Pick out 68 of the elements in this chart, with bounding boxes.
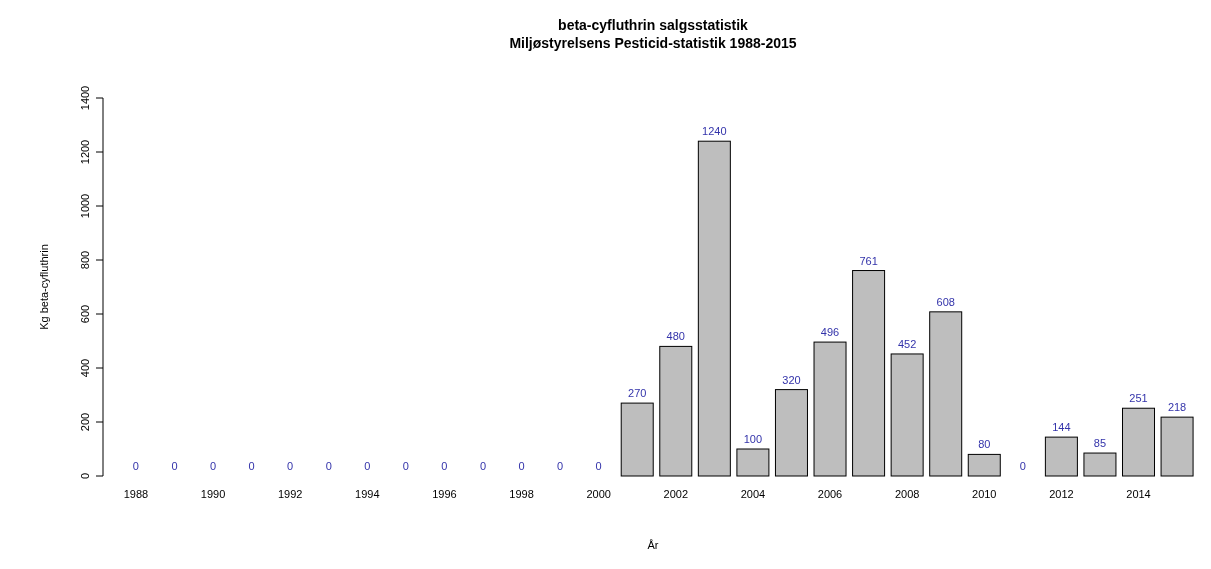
data-label: 496 <box>820 326 840 339</box>
data-label: 0 <box>479 460 487 472</box>
x-tick-label: 2012 <box>1049 488 1074 500</box>
y-tick-label: 1000 <box>79 193 91 219</box>
data-label: 270 <box>628 387 647 400</box>
y-tick-label: 0 <box>79 472 91 480</box>
data-label: 0 <box>557 460 564 472</box>
x-tick-label: 2014 <box>1126 488 1151 500</box>
bar <box>1122 407 1156 477</box>
data-label: 100 <box>743 433 763 445</box>
chart-title: beta-cyfluthrin salgsstatistik <box>558 17 749 33</box>
bar <box>813 341 847 477</box>
bar <box>967 453 1001 477</box>
x-tick-label: 2002 <box>663 488 689 500</box>
data-label: 320 <box>782 373 801 386</box>
bar <box>890 353 924 477</box>
bar <box>774 389 808 477</box>
bar <box>697 140 731 477</box>
x-tick-label: 2000 <box>586 488 611 500</box>
y-tick-label: 600 <box>79 304 91 324</box>
data-label: 452 <box>897 337 917 350</box>
data-label: 0 <box>364 460 371 472</box>
x-tick-label: 2008 <box>894 488 920 500</box>
x-tick-label: 2010 <box>972 488 997 500</box>
data-label: 0 <box>248 460 255 472</box>
data-label: 0 <box>595 460 602 472</box>
data-label: 0 <box>325 460 332 472</box>
data-label: 0 <box>518 460 525 472</box>
x-tick-label: 1988 <box>123 488 149 500</box>
data-label: 144 <box>1052 421 1071 434</box>
x-tick-label: 2004 <box>740 488 766 500</box>
data-label: 0 <box>209 460 217 472</box>
bar <box>852 270 886 477</box>
bar <box>1044 436 1078 477</box>
data-label: 0 <box>402 460 409 472</box>
bar <box>659 345 693 477</box>
x-tick-label: 1994 <box>355 488 380 500</box>
data-label: 0 <box>132 460 139 472</box>
data-label: 251 <box>1129 392 1148 405</box>
y-tick-label: 200 <box>79 412 91 432</box>
x-tick-label: 1992 <box>277 488 303 500</box>
x-tick-label: 2006 <box>817 488 843 500</box>
chart-subtitle: Miljøstyrelsens Pesticid-statistik 1988-2015 <box>509 35 797 51</box>
bar <box>620 402 654 477</box>
bar <box>736 448 770 477</box>
data-label: 85 <box>1093 437 1107 450</box>
y-tick-label: 800 <box>79 250 91 270</box>
x-tick-label: 1998 <box>509 488 534 500</box>
bar <box>1083 452 1117 477</box>
y-axis-title: Kg beta-cyfluthrin <box>38 244 50 330</box>
x-axis-title: År <box>647 539 659 551</box>
data-label: 608 <box>936 295 955 308</box>
data-label: 0 <box>441 460 448 472</box>
data-label: 761 <box>859 254 878 267</box>
y-tick-label: 1200 <box>79 139 91 165</box>
data-label: 1240 <box>702 125 727 138</box>
data-label: 0 <box>287 460 294 472</box>
data-label: 0 <box>1019 460 1026 472</box>
x-tick-label: 1996 <box>432 488 457 500</box>
bar <box>1160 416 1194 477</box>
data-label: 0 <box>171 460 178 472</box>
data-label: 218 <box>1167 401 1187 414</box>
y-tick-label: 1400 <box>79 85 91 111</box>
data-label: 480 <box>666 330 685 343</box>
data-label: 80 <box>978 438 991 451</box>
y-tick-label: 400 <box>79 358 91 378</box>
bar <box>929 311 963 477</box>
x-tick-label: 1990 <box>200 488 226 500</box>
